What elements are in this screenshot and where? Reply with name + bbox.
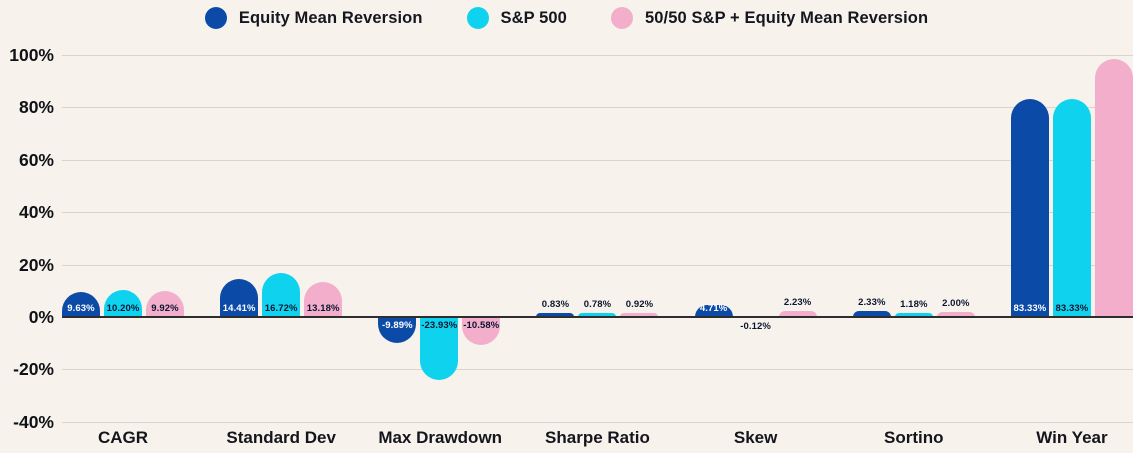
x-axis-label-sharpe-ratio: Sharpe Ratio (545, 428, 650, 447)
bar-equity-mean-reversion-cagr (62, 291, 100, 317)
bar-s-p-500-sortino (894, 312, 933, 317)
gridline-60 (62, 159, 1133, 161)
bar-group-sortino: 2.33% 1.18% 2.00% (852, 0, 975, 453)
x-axis-labels: CAGR Standard Dev Max Drawdown Sharpe Ratio… (62, 428, 1133, 448)
bar-value-label: 13.18% (306, 303, 340, 314)
y-tick-label-0pct: 0% (28, 307, 54, 327)
gridline-40 (62, 212, 1133, 214)
bar-s-p-500-sharpe-ratio (578, 312, 617, 317)
y-tick-label-100pct: 100% (9, 44, 54, 65)
bar-group-max-drawdown: -9.89% -23.93% -10.58% (378, 0, 501, 453)
bar-value-label: -0.12% (740, 321, 771, 332)
x-axis-label-win-year: Win Year (1036, 428, 1108, 447)
bar-50-50-s-p-equity-mean-reversion-sharpe-ratio (620, 312, 659, 317)
legend-item-2: S&P 500 (466, 7, 567, 29)
x-axis-label-max-drawdown: Max Drawdown (378, 428, 503, 447)
bar-value-label: 9.92% (151, 303, 179, 314)
bar-equity-mean-reversion-sharpe-ratio (536, 312, 575, 317)
bar-50-50-s-p-equity-mean-reversion-sortino (936, 311, 975, 317)
bar-value-label: 4.71% (699, 303, 728, 314)
bar-value-label: 0.78% (583, 298, 612, 310)
bar-value-label: 2.00% (942, 297, 970, 309)
bar-50-50-s-p-equity-mean-reversion-cagr (146, 290, 184, 317)
gridline-20 (62, 264, 1133, 266)
gridline--40 (62, 421, 1133, 423)
bar-group-win-year: 83.33% 83.33% (1010, 0, 1133, 453)
bar-value-label: -23.93% (421, 320, 458, 331)
legend-dot-icon (610, 7, 633, 29)
x-axis-label-sortino: Sortino (884, 428, 944, 447)
bar-value-label: 1.18% (900, 298, 928, 310)
legend-item-3: 50/50 S&P + Equity Mean Reversion (610, 7, 929, 29)
bar-s-p-500-win-year (1052, 98, 1091, 317)
gridline-80 (62, 107, 1133, 109)
legend-dot-icon (204, 7, 227, 29)
bar-50-50-s-p-equity-mean-reversion-skew (778, 311, 817, 317)
bar-value-label: 16.72% (264, 303, 298, 314)
plot-area: 9.63% 10.20% 9.92% 14.41% 16.72% 13.18% -9.89%… (62, 0, 1133, 453)
bar-s-p-500-standard-dev (262, 273, 301, 317)
bar-value-label: -9.89% (381, 320, 413, 331)
y-tick-label-40pct: 40% (18, 202, 54, 223)
bar-value-label: 2.23% (783, 297, 812, 309)
bar-group-cagr: 9.63% 10.20% 9.92% (62, 0, 184, 453)
zero-axis-line (62, 316, 1133, 318)
gridline--20 (62, 369, 1133, 371)
x-axis-label-standard-dev: Standard Dev (226, 428, 336, 447)
bar-value-label: 9.63% (67, 303, 95, 314)
bar-s-p-500-max-drawdown (420, 317, 459, 380)
legend-label: 50/50 S&P + Equity Mean Reversion (644, 8, 929, 27)
bar-value-label: 83.33% (1013, 303, 1047, 314)
bar-50-50-s-p-equity-mean-reversion-win-year (1094, 58, 1133, 317)
chart-legend: Equity Mean Reversion S&P 500 50/50 S&P + … (0, 7, 1133, 29)
bar-value-label: 14.41% (222, 303, 256, 314)
y-tick-label--40pct: -40% (13, 411, 54, 432)
bar-50-50-s-p-equity-mean-reversion-standard-dev (304, 282, 343, 317)
bars-layer: 9.63% 10.20% 9.92% 14.41% 16.72% 13.18% -9.89%… (62, 0, 1133, 453)
legend-dot-icon (466, 7, 489, 29)
x-axis-label-cagr: CAGR (97, 428, 149, 447)
bar-value-label: 83.33% (1055, 303, 1089, 314)
y-tick-label--20pct: -20% (13, 359, 54, 380)
bar-value-label: 0.83% (541, 298, 570, 310)
bar-value-label: 0.92% (625, 298, 654, 310)
y-tick-label-60pct: 60% (18, 149, 54, 170)
bar-value-label: -10.58% (463, 320, 500, 331)
bar-equity-mean-reversion-sortino (852, 310, 891, 317)
bar-equity-mean-reversion-win-year (1010, 98, 1049, 317)
bar-group-standard-dev: 14.41% 16.72% 13.18% (220, 0, 343, 453)
bar-equity-mean-reversion-standard-dev (220, 279, 259, 317)
bar-value-label: 10.20% (106, 303, 140, 314)
bar-equity-mean-reversion-skew (694, 304, 733, 317)
y-tick-label-80pct: 80% (18, 97, 54, 118)
x-axis-label-skew: Skew (733, 428, 778, 447)
legend-label: Equity Mean Reversion (238, 8, 423, 27)
bar-group-sharpe-ratio: 0.83% 0.78% 0.92% (536, 0, 659, 453)
legend-item-1: Equity Mean Reversion (204, 7, 423, 29)
y-tick-label-20pct: 20% (18, 254, 54, 275)
legend-label: S&P 500 (500, 8, 567, 27)
gridline-100 (62, 54, 1133, 56)
bar-value-label: 2.33% (858, 296, 886, 308)
bar-group-skew: 4.71% -0.12% 2.23% (694, 0, 817, 453)
bar-s-p-500-cagr (104, 290, 142, 317)
